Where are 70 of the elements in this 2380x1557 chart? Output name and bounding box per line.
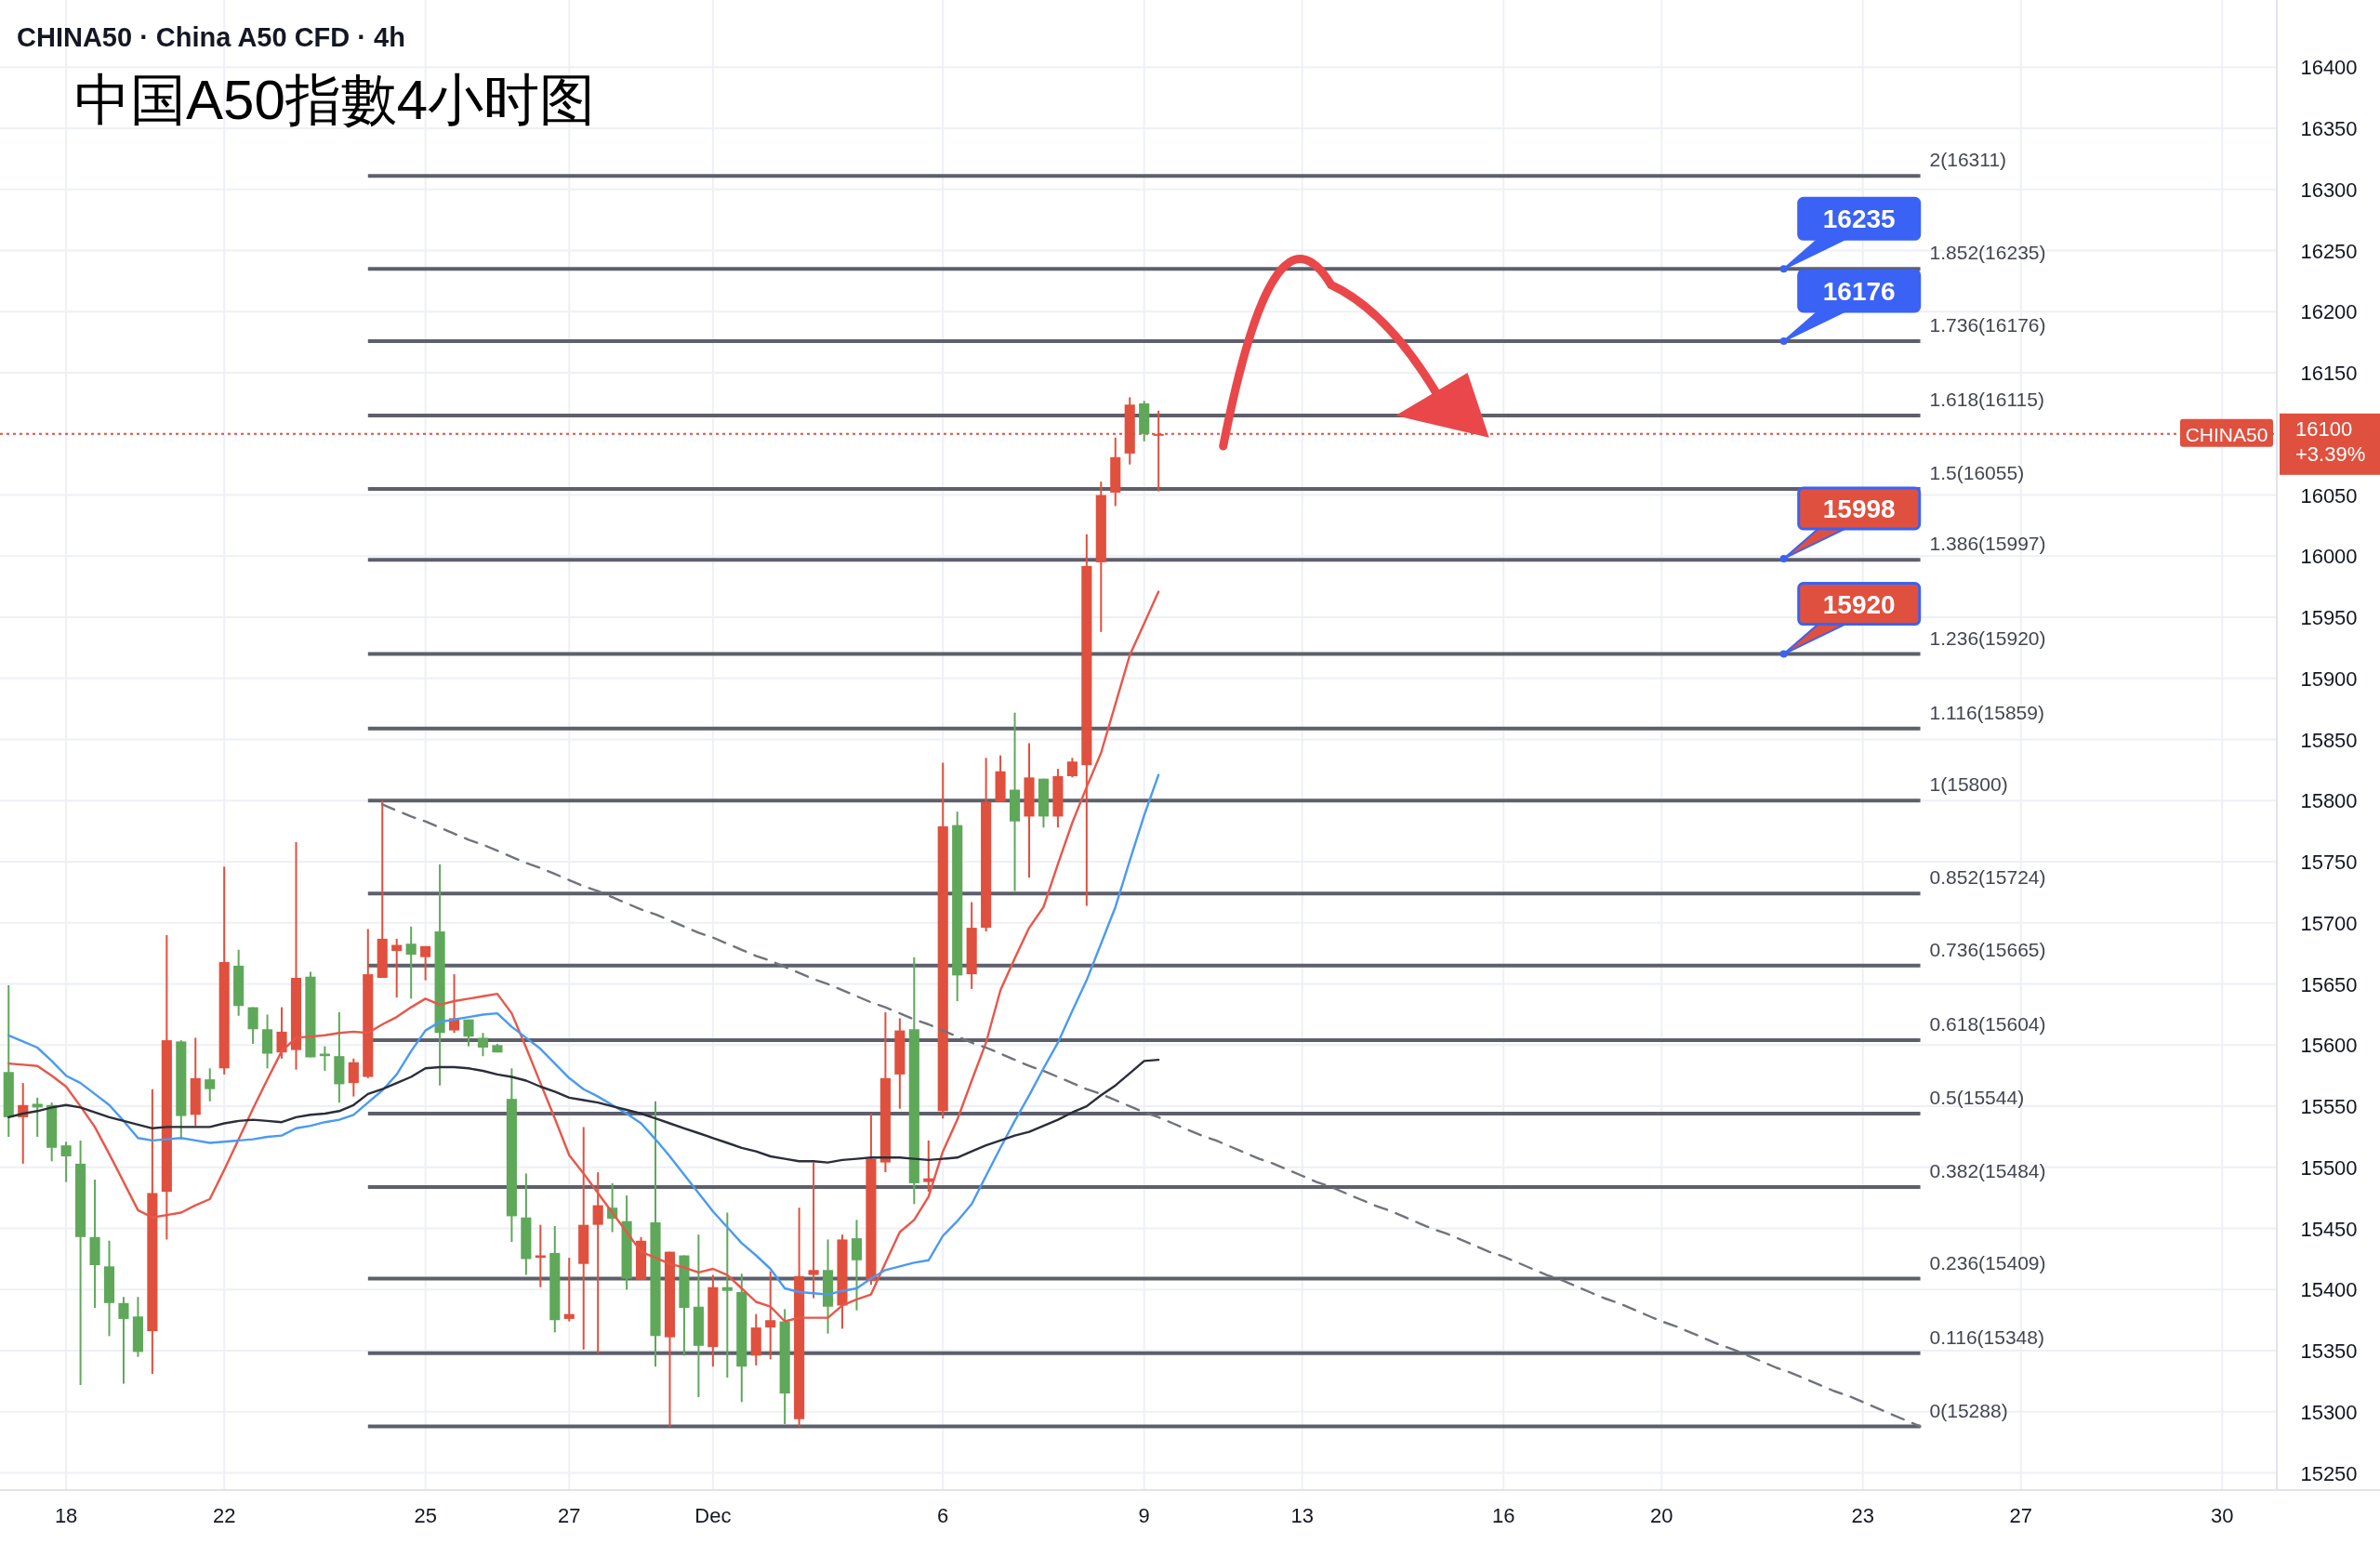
y-tick-label: 16400 — [2300, 56, 2358, 80]
x-tick-label: 16 — [1491, 1504, 1515, 1527]
y-tick-label: 16000 — [2300, 545, 2358, 569]
y-tick-label: 15750 — [2300, 851, 2358, 875]
y-tick-label: 15400 — [2300, 1278, 2358, 1302]
line-series — [381, 803, 1922, 1428]
x-tick-label: 25 — [414, 1504, 437, 1527]
y-tick-label: 15700 — [2300, 911, 2358, 935]
y-tick-label: 16350 — [2300, 117, 2358, 141]
y-tick-label: 15600 — [2300, 1034, 2358, 1058]
ref-line-label: 0.852(15724) — [1929, 866, 2046, 889]
x-tick-label: 27 — [2009, 1504, 2033, 1527]
y-tick-label: 15500 — [2300, 1155, 2358, 1180]
ref-line-label: CHINA50 — [2185, 423, 2268, 445]
ref-line-label: 0.618(15604) — [1929, 1013, 2046, 1036]
annotation: 16235 — [1822, 205, 1896, 234]
ref-line-label: 0.382(15484) — [1929, 1159, 2046, 1181]
y-tick-label: 15850 — [2300, 728, 2358, 752]
text: CHINA50 · China A50 CFD · 4h — [17, 22, 405, 52]
callout: 16235 — [1779, 196, 1922, 273]
callout: 16176 — [1779, 269, 1922, 345]
line-series — [7, 1058, 1160, 1164]
text: 中国A50指數4小时图 — [74, 69, 596, 131]
ref-line-label: 0.5(15544) — [1929, 1086, 2025, 1108]
text: 16100 — [2295, 416, 2353, 441]
y-tick-label: 15800 — [2300, 789, 2358, 813]
x-tick-label: 22 — [212, 1504, 236, 1527]
x-tick-label: 30 — [2211, 1504, 2234, 1527]
y-tick-label: 16050 — [2300, 483, 2358, 508]
ref-line-label: 0.736(15665) — [1929, 938, 2046, 960]
y-tick-label: 16200 — [2300, 300, 2358, 324]
text: +3.39% — [2295, 442, 2366, 466]
ref-line-label: 1.618(16115) — [1929, 389, 2044, 411]
annotation: 15998 — [1822, 494, 1896, 523]
y-tick-label: 15250 — [2300, 1461, 2358, 1485]
x-tick-label: 20 — [1650, 1504, 1673, 1527]
ref-line-label: 2(16311) — [1929, 149, 2007, 171]
ref-line-label: 1.386(15997) — [1929, 533, 2046, 555]
callout: 15920 — [1779, 582, 1922, 658]
y-tick-label: 16150 — [2300, 362, 2358, 386]
annotation: 16176 — [1822, 276, 1896, 306]
y-tick-label: 15900 — [2300, 666, 2358, 691]
x-tick-label: Dec — [694, 1504, 732, 1527]
ref-line-label: 0.116(15348) — [1929, 1326, 2044, 1348]
x-tick-label: 9 — [1138, 1504, 1150, 1527]
line-series — [7, 590, 1160, 1323]
y-tick-label: 15450 — [2300, 1217, 2358, 1241]
ref-line-label: 1.116(15859) — [1929, 701, 2044, 723]
x-tick-label: 23 — [1851, 1504, 1874, 1527]
y-tick-label: 16250 — [2300, 239, 2358, 263]
y-tick-label: 16300 — [2300, 178, 2358, 202]
ref-line-label: 1.236(15920) — [1929, 627, 2046, 649]
ref-line-label: 1(15800) — [1929, 773, 2008, 796]
ref-line-label: 0(15288) — [1929, 1399, 2008, 1421]
ref-line-label: 1.5(16055) — [1929, 462, 2025, 483]
line-series — [7, 773, 1160, 1296]
ref-line-label: 1.852(16235) — [1929, 242, 2046, 264]
y-tick-label: 15350 — [2300, 1339, 2358, 1364]
ref-line-label: 1.736(16176) — [1929, 313, 2046, 336]
y-tick-label: 15950 — [2300, 606, 2358, 630]
x-tick-label: 6 — [937, 1504, 949, 1527]
ref-line-label: 0.236(15409) — [1929, 1251, 2046, 1273]
annotation: 15920 — [1822, 589, 1896, 619]
x-tick-label: 13 — [1290, 1504, 1314, 1527]
y-tick-label: 15550 — [2300, 1095, 2358, 1119]
x-tick-label: 18 — [54, 1504, 78, 1527]
callout: 15998 — [1779, 486, 1922, 562]
y-tick-label: 15650 — [2300, 972, 2358, 996]
x-tick-label: 27 — [558, 1504, 581, 1527]
y-tick-label: 15300 — [2300, 1400, 2358, 1424]
